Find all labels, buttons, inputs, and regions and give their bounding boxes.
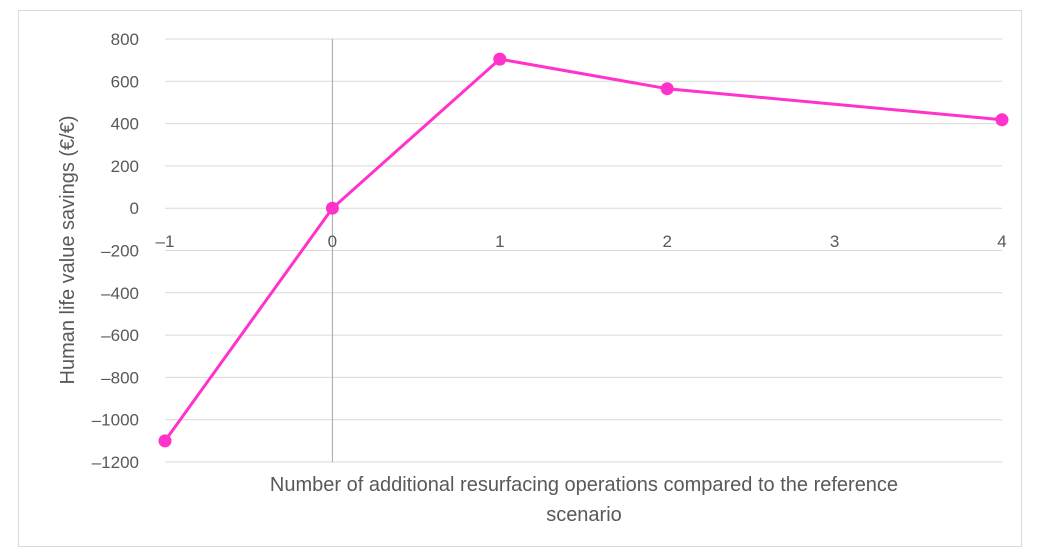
y-tick-label: 400 <box>111 115 139 134</box>
gridlines <box>165 38 1002 463</box>
x-tick-label: 4 <box>997 232 1006 251</box>
x-tick-label: 1 <box>495 232 504 251</box>
y-axis-title: Human life value savings (€/€) <box>57 115 79 384</box>
y-tick-label: –1000 <box>92 411 139 430</box>
x-tick-label: 2 <box>662 232 671 251</box>
y-tick-label: –200 <box>101 242 139 261</box>
x-tick-labels: –1 0 1 2 3 4 <box>156 232 1007 251</box>
data-point <box>325 201 339 215</box>
series-group <box>158 52 1009 448</box>
y-tick-label: –1200 <box>92 453 139 472</box>
x-axis-title-line-2: scenario <box>546 504 622 526</box>
data-point <box>158 434 172 448</box>
data-point <box>660 82 674 96</box>
data-point <box>493 52 507 66</box>
chart-frame <box>18 10 1022 547</box>
x-axis-title: Number of additional resurfacing operati… <box>270 474 898 496</box>
x-tick-label: –1 <box>156 232 175 251</box>
y-tick-label: –600 <box>101 326 139 345</box>
y-tick-label: –800 <box>101 368 139 387</box>
series-line <box>163 57 1003 442</box>
y-tick-labels: 800 600 400 200 0 –200 –400 –600 –800 –1000 –1200 <box>92 30 139 472</box>
y-tick-label: 600 <box>111 72 139 91</box>
y-tick-label: 0 <box>130 199 139 218</box>
x-tick-label: 0 <box>328 232 337 251</box>
x-tick-label: 3 <box>830 232 839 251</box>
data-point <box>995 113 1009 127</box>
y-tick-label: 200 <box>111 157 139 176</box>
y-tick-label: –400 <box>101 284 139 303</box>
y-tick-label: 800 <box>111 30 139 49</box>
